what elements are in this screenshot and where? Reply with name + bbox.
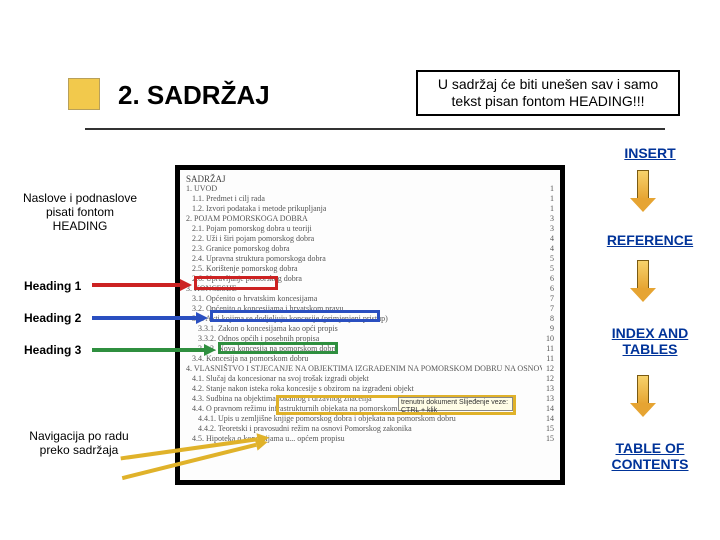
arrow-down-1 <box>632 170 654 210</box>
toc-row: 2. POJAM POMORSKOGA DOBRA3 <box>186 214 554 224</box>
toc-row: 4.1. Slučaj da koncesionar na svoj troša… <box>186 374 554 384</box>
toc-row: 3. KONCESIJE6 <box>186 284 554 294</box>
toc-row: 3.3. Akti kojima se dodjeljuju koncesije… <box>186 314 554 324</box>
toc-heading: SADRŽAJ <box>186 174 554 184</box>
toc-row: 3.2. Općenito o koncesijama i hrvatskom … <box>186 304 554 314</box>
toc-row: 4.4.2. Teoretski i pravosudni režim na o… <box>186 424 554 434</box>
toc-row: 1.2. Izvori podataka i metode prikupljan… <box>186 204 554 214</box>
toc-row: 3.3.3. Nova koncesija na pomorskom dobru… <box>186 344 554 354</box>
hyperlink-tooltip: trenutni dokument Slijeđenje veze: CTRL … <box>398 397 513 411</box>
toc-row: 2.6. Upravljanje pomorskog dobra6 <box>186 274 554 284</box>
step-reference: REFERENCE <box>590 232 710 248</box>
label-navigacija: Navigacija po radu preko sadržaja <box>24 430 134 458</box>
arrow-heading2 <box>92 314 208 322</box>
toc-row: 1.1. Predmet i cilj rada1 <box>186 194 554 204</box>
arrow-heading1 <box>92 281 192 289</box>
toc-row: 2.5. Korištenje pomorskog dobra5 <box>186 264 554 274</box>
toc-row: 3.3.2. Odnos općih i posebnih propisa10 <box>186 334 554 344</box>
heading-note: U sadržaj će biti unešen sav i samo teks… <box>416 70 680 116</box>
toc-row: 3.3.1. Zakon o koncesijama kao opći prop… <box>186 324 554 334</box>
corner-decor <box>68 78 100 110</box>
toc-row: 2.2. Uži i širi pojam pomorskog dobra4 <box>186 234 554 244</box>
toc-row: 3.4. Koncesija na pomorskom dobru11 <box>186 354 554 364</box>
page-title: 2. SADRŽAJ <box>118 80 270 111</box>
toc-row: 4.4.1. Upis u zemljišne knjige pomorskog… <box>186 414 554 424</box>
arrow-down-3 <box>632 375 654 415</box>
label-naslove: Naslove i podnaslove pisati fontom HEADI… <box>20 192 140 233</box>
title-rule <box>85 128 665 130</box>
toc-row: 3.1. Općenito o hrvatskim koncesijama7 <box>186 294 554 304</box>
step-index: INDEX AND TABLES <box>590 325 710 357</box>
toc-document: SADRŽAJ 1. UVOD1 1.1. Predmet i cilj rad… <box>175 165 565 485</box>
toc-row: 4. VLASNIŠTVO I STJECANJE NA OBJEKTIMA I… <box>186 364 554 374</box>
toc-row: 1. UVOD1 <box>186 184 554 194</box>
arrow-heading3 <box>92 346 216 354</box>
step-toc: TABLE OF CONTENTS <box>590 440 710 472</box>
toc-row: 2.4. Upravna struktura pomorskoga dobra5 <box>186 254 554 264</box>
step-insert: INSERT <box>600 145 700 161</box>
toc-row: 2.3. Granice pomorskog dobra4 <box>186 244 554 254</box>
arrow-down-2 <box>632 260 654 300</box>
toc-row: 4.2. Stanje nakon isteka roka koncesije … <box>186 384 554 394</box>
toc-row: 2.1. Pojam pomorskog dobra u teoriji3 <box>186 224 554 234</box>
